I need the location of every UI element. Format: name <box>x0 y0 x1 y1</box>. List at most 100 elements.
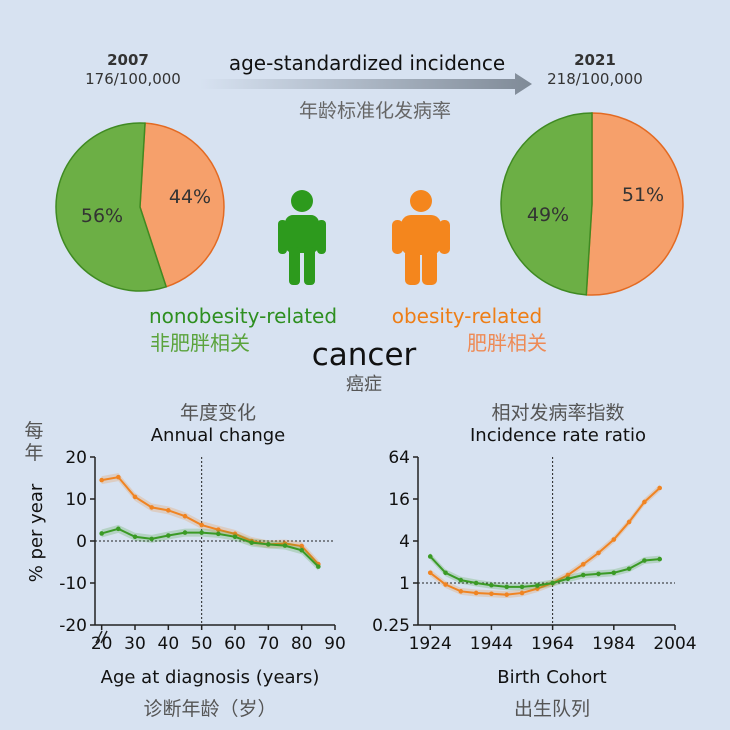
data-point <box>166 508 171 513</box>
y-tick-label: 0.25 <box>372 616 410 636</box>
pie-slice <box>139 122 225 288</box>
x-tick-label: 80 <box>291 634 313 654</box>
data-point <box>504 592 510 597</box>
y-tick-label: -10 <box>59 574 87 594</box>
data-point <box>266 542 271 547</box>
y-tick-label: 1 <box>399 574 410 594</box>
y-tick-label: 0 <box>76 532 87 552</box>
data-point <box>642 499 647 505</box>
data-point <box>626 566 632 572</box>
pie-slice <box>585 112 684 296</box>
chart-title-zh: 年度变化 <box>180 402 256 424</box>
data-point <box>216 527 221 532</box>
legend-obesity-zh: 肥胖相关 <box>467 331 547 355</box>
data-point <box>99 531 104 536</box>
y-axis-label: % per year <box>26 483 47 582</box>
y-tick-label: 16 <box>388 490 410 510</box>
data-point <box>626 519 632 525</box>
data-point <box>99 477 104 483</box>
data-point <box>550 580 555 586</box>
x-tick-label: 50 <box>191 634 213 654</box>
data-point <box>596 550 601 556</box>
data-point <box>611 570 617 576</box>
y-tick-label: 20 <box>65 448 87 468</box>
series-line <box>101 476 320 565</box>
data-point <box>166 533 171 538</box>
x-tick-label: 70 <box>258 634 280 654</box>
data-point <box>427 570 433 576</box>
series-line <box>429 555 660 588</box>
x-axis-label-zh: 诊断年龄（岁） <box>143 698 276 720</box>
right-rate: 218/100,000 <box>547 70 643 88</box>
x-tick-label: 60 <box>224 634 246 654</box>
data-point <box>132 494 138 500</box>
person-icon <box>278 190 326 285</box>
x-tick-label: 2004 <box>653 634 696 654</box>
data-point <box>443 570 448 576</box>
data-point <box>473 580 479 586</box>
data-point <box>535 583 540 588</box>
chart-title-zh: 相对发病率指数 <box>491 402 624 424</box>
data-point <box>580 562 586 567</box>
x-tick-label: 1964 <box>531 634 574 654</box>
data-point <box>249 540 254 545</box>
data-point <box>580 572 586 578</box>
data-point <box>149 536 154 542</box>
y-tick-label: 4 <box>399 532 410 552</box>
data-point <box>282 543 288 548</box>
data-point <box>299 547 304 553</box>
pie-chart-2021: 49% 51% <box>500 112 684 296</box>
data-point <box>458 589 464 594</box>
x-axis-label: Birth Cohort <box>497 667 606 688</box>
data-point <box>489 582 494 588</box>
left-rate: 176/100,000 <box>85 70 181 88</box>
x-tick-label: 1944 <box>470 634 513 654</box>
data-point <box>458 577 464 583</box>
axis-break-mark <box>95 630 103 644</box>
data-point <box>199 530 204 535</box>
data-point <box>182 530 188 535</box>
data-point <box>232 534 238 540</box>
data-point <box>316 564 321 569</box>
data-point <box>657 556 663 562</box>
pie-label: 49% <box>527 204 569 226</box>
center-label-zh: 癌症 <box>346 374 382 395</box>
left-year: 2007 <box>107 51 149 69</box>
confidence-band <box>101 473 319 569</box>
data-point <box>565 576 571 582</box>
data-point <box>596 571 601 577</box>
pie-slice <box>500 112 593 296</box>
pie-label: 44% <box>169 186 211 208</box>
x-axis-label: Age at diagnosis (years) <box>101 667 320 688</box>
data-point <box>642 558 647 563</box>
confidence-band <box>101 524 319 571</box>
data-point <box>519 584 525 590</box>
data-point <box>199 522 204 528</box>
data-point <box>443 582 448 587</box>
data-point <box>565 572 571 578</box>
incidence-rate-ratio-chart: 0.25 1 4 16 64 1924 1944 1964 1984 2004 相对发病率指数Inc… <box>372 402 696 720</box>
trend-arrow <box>200 73 532 95</box>
x-tick-label: 20 <box>91 634 113 654</box>
chart-title: Incidence rate ratio <box>470 425 646 446</box>
data-point <box>427 554 433 559</box>
x-tick-label: 90 <box>324 634 346 654</box>
header-title: age-standardized incidence <box>229 51 505 75</box>
person-icon <box>392 190 450 285</box>
data-point <box>489 591 494 597</box>
data-point <box>473 590 479 596</box>
data-point <box>182 513 188 519</box>
y-tick-label: -20 <box>59 616 87 636</box>
y-tick-label: 64 <box>388 448 410 468</box>
data-point <box>149 505 154 510</box>
x-tick-label: 30 <box>124 634 146 654</box>
data-point <box>132 534 138 540</box>
data-point <box>519 590 525 596</box>
legend-nonobesity: nonobesity-related <box>149 304 337 328</box>
legend-nonobesity-zh: 非肥胖相关 <box>150 331 250 355</box>
x-tick-label: 40 <box>158 634 180 654</box>
data-point <box>611 537 617 542</box>
series-line <box>429 487 661 596</box>
